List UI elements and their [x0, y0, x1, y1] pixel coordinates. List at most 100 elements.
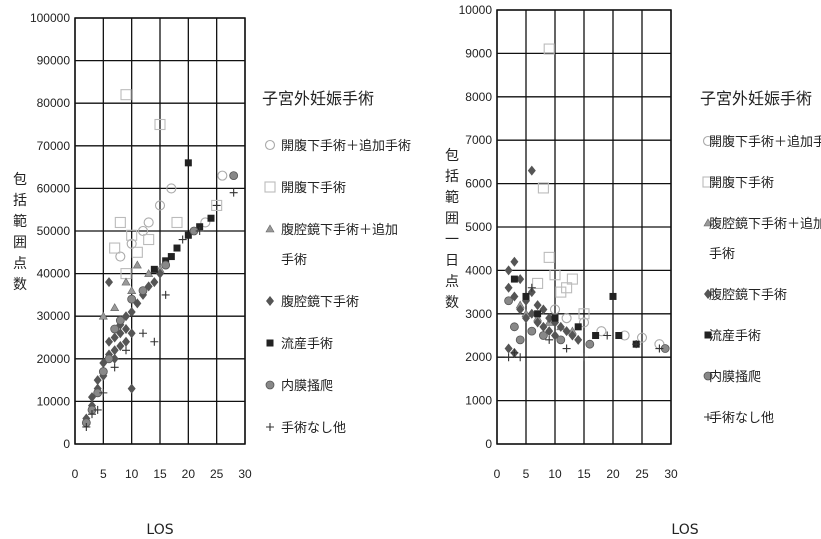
data-point	[539, 304, 548, 315]
y-tick-label: 1000	[465, 394, 492, 408]
data-point	[545, 335, 554, 344]
x-tick-label: 20	[606, 467, 620, 481]
legend-label: 流産手術	[281, 336, 333, 352]
data-point	[98, 311, 108, 320]
y-axis-label-char: 数	[445, 295, 459, 311]
y-axis-label-char: 日	[445, 253, 459, 269]
data-point	[137, 225, 149, 237]
data-point	[596, 326, 607, 337]
data-point	[127, 286, 137, 294]
data-point	[568, 330, 577, 341]
legend-marker	[266, 296, 274, 306]
legend-marker	[704, 331, 712, 339]
plot-frame	[496, 9, 672, 445]
data-point	[93, 405, 102, 414]
data-point	[143, 217, 154, 228]
data-point	[549, 304, 561, 315]
y-tick-label: 90000	[37, 54, 71, 68]
data-point	[138, 286, 148, 296]
y-tick-label: 30000	[37, 309, 71, 323]
data-point	[122, 336, 130, 347]
data-point	[592, 332, 600, 339]
data-point	[603, 331, 612, 340]
data-point	[522, 292, 530, 300]
data-point	[543, 43, 555, 55]
data-point	[527, 287, 536, 298]
data-point	[120, 89, 132, 101]
legend-label: 腹腔鏡下手術＋追加	[281, 222, 398, 238]
y-axis-label-char: 数	[13, 277, 27, 293]
y-tick-label: 70000	[37, 139, 71, 153]
data-point	[131, 246, 143, 258]
data-point	[154, 200, 166, 211]
data-point	[195, 227, 204, 235]
y-tick-label: 4000	[465, 263, 492, 277]
legend-label: 内膜掻爬	[709, 369, 761, 385]
series-6	[81, 171, 239, 428]
data-point	[207, 214, 215, 222]
data-point	[522, 313, 530, 324]
y-tick-label: 3000	[465, 307, 492, 321]
y-tick-label: 100000	[30, 11, 70, 25]
legend-label: 開腹下手術＋追加手術	[281, 138, 411, 154]
data-point	[574, 323, 582, 331]
data-point	[184, 159, 192, 167]
data-point	[127, 328, 136, 339]
data-point	[632, 340, 641, 349]
x-tick-label: 10	[548, 467, 562, 481]
plot-frame	[74, 17, 246, 445]
x-tick-label: 10	[125, 467, 139, 481]
y-axis-label-char: 括	[445, 169, 459, 185]
series-1	[549, 304, 665, 350]
x-tick-label: 25	[635, 467, 649, 481]
series-2	[109, 89, 223, 280]
data-point	[510, 322, 519, 332]
data-point	[549, 269, 561, 281]
data-point	[566, 273, 578, 285]
data-point	[532, 277, 544, 289]
data-point	[533, 300, 542, 311]
legend-label: 開腹下手術＋追加手術	[709, 134, 821, 150]
chart-1: 0 10000 20000 30000 40000 50000 60000 70000 8000…	[13, 11, 411, 538]
y-tick-label: 80000	[37, 96, 71, 110]
data-point	[533, 317, 542, 328]
data-point	[139, 329, 147, 338]
data-point	[545, 313, 554, 324]
legend-title: 子宮外妊娠手術	[700, 89, 812, 108]
legend-label: 開腹下手術	[281, 180, 346, 196]
data-point	[555, 286, 567, 298]
data-point	[127, 306, 136, 317]
data-point	[115, 316, 125, 325]
data-point	[527, 326, 537, 336]
data-point	[144, 268, 154, 277]
legend-label: 流産手術	[709, 328, 761, 344]
data-point	[510, 348, 519, 357]
y-tick-label: 5000	[465, 220, 492, 234]
data-point	[127, 294, 137, 304]
x-tick-label: 15	[577, 467, 591, 481]
legend-marker	[704, 289, 712, 299]
chart-2: 0100020003000400050006000700080009000100…	[445, 3, 821, 538]
legend-label: 開腹下手術	[709, 175, 774, 191]
y-tick-label: 9000	[465, 46, 492, 60]
y-tick-label: 0	[485, 437, 492, 451]
x-tick-label: 0	[72, 467, 79, 481]
y-tick-label: 40000	[37, 267, 71, 281]
data-point	[615, 332, 623, 339]
data-point	[161, 290, 170, 299]
x-tick-label: 15	[153, 467, 167, 481]
y-tick-label: 0	[63, 437, 70, 451]
data-point	[150, 337, 159, 346]
data-point	[184, 231, 192, 239]
x-tick-label: 5	[523, 467, 530, 481]
y-axis-label-char: 包	[13, 172, 27, 188]
x-tick-label: 0	[494, 467, 501, 481]
data-point	[171, 216, 183, 229]
data-point	[229, 171, 239, 181]
legend-marker	[266, 423, 274, 431]
data-point	[104, 354, 114, 364]
y-tick-label: 10000	[459, 3, 493, 17]
y-axis-label-char: 括	[13, 193, 27, 209]
data-point	[515, 335, 525, 345]
